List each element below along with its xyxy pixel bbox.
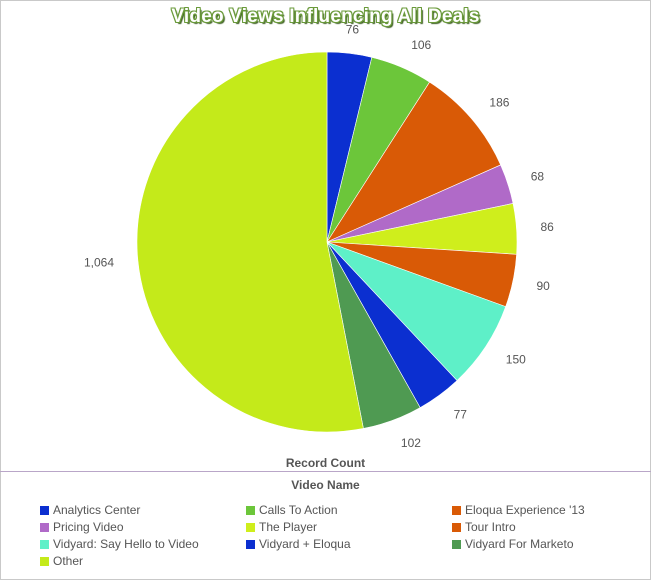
- legend-title: Video Name: [291, 478, 360, 492]
- legend-item-the-player[interactable]: The Player: [246, 519, 317, 535]
- slice-value-label-other: 1,064: [84, 256, 114, 270]
- slice-value-label-pricing-video: 68: [531, 170, 545, 184]
- legend-swatch: [246, 539, 255, 549]
- legend-swatch: [246, 505, 255, 515]
- legend-item-tour-intro[interactable]: Tour Intro: [452, 519, 516, 535]
- pie-slice-eloqua-experience-13[interactable]: [326, 81, 502, 243]
- legend-item-pricing-video[interactable]: Pricing Video: [40, 519, 124, 535]
- slice-value-label-vidyard-say-hello-to-video: 150: [506, 353, 526, 367]
- slice-value-label-tour-intro: 90: [537, 279, 551, 293]
- legend-label: Vidyard: Say Hello to Video: [53, 537, 199, 551]
- slice-value-label-analytics-center: 76: [346, 23, 360, 37]
- pie-value-labels: 76 106 186 68 86 90 150 77 102 1,064: [84, 23, 554, 450]
- legend-item-calls-to-action[interactable]: Calls To Action: [246, 502, 338, 518]
- legend-label: Calls To Action: [259, 503, 338, 517]
- legend-label: Analytics Center: [53, 503, 141, 517]
- legend-label: Tour Intro: [465, 520, 516, 534]
- legend-label: The Player: [259, 520, 318, 534]
- legend-swatch: [452, 505, 461, 515]
- legend-label: Vidyard + Eloqua: [259, 537, 351, 551]
- legend-item-analytics-center[interactable]: Analytics Center: [40, 502, 140, 518]
- legend-divider: [0, 471, 651, 472]
- legend-label: Vidyard For Marketo: [465, 537, 574, 551]
- slice-value-label-the-player: 86: [541, 220, 555, 234]
- slice-value-label-vidyard-for-marketo: 102: [401, 436, 421, 450]
- legend-item-vidyard-eloqua[interactable]: Vidyard + Eloqua: [246, 536, 351, 552]
- pie-slices: [136, 51, 518, 433]
- legend-item-vidyard-for-marketo[interactable]: Vidyard For Marketo: [452, 536, 574, 552]
- legend-swatch: [452, 539, 461, 549]
- legend-label: Eloqua Experience '13: [465, 503, 585, 517]
- legend-swatch: [452, 522, 461, 532]
- legend-swatch: [40, 522, 49, 532]
- legend-swatch: [40, 505, 49, 515]
- legend-item-vidyard-say-hello-to-video[interactable]: Vidyard: Say Hello to Video: [40, 536, 199, 552]
- legend-label: Other: [53, 554, 84, 568]
- legend-item-eloqua-experience-13[interactable]: Eloqua Experience '13: [452, 502, 585, 518]
- pie-slice-other[interactable]: [136, 51, 364, 433]
- slice-value-label-eloqua-experience-13: 186: [489, 96, 509, 110]
- chart-title: Video Views Influencing All Deals: [171, 6, 480, 27]
- legend-label: Pricing Video: [53, 520, 124, 534]
- legend-item-other[interactable]: Other: [40, 553, 83, 569]
- legend-swatch: [246, 522, 255, 532]
- legend-swatch: [40, 539, 49, 549]
- value-axis-title: Record Count: [285, 456, 366, 470]
- slice-value-label-vidyard-eloqua: 77: [454, 408, 468, 422]
- legend-swatch: [40, 556, 49, 566]
- slice-value-label-calls-to-action: 106: [411, 38, 431, 52]
